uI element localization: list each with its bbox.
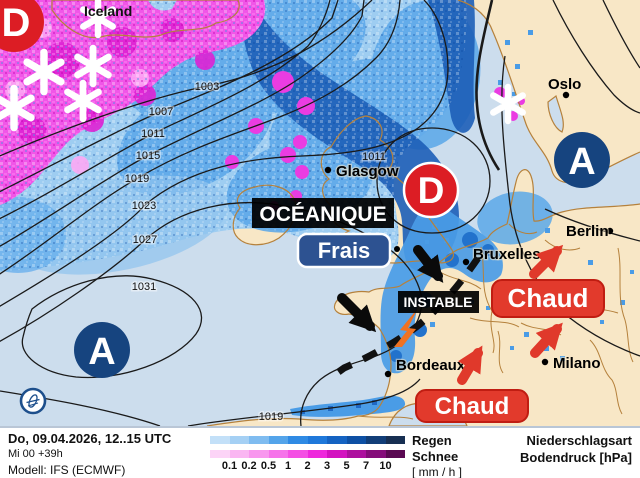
isobar-label: 1007 bbox=[149, 106, 173, 118]
annotation-oceanique: OCÉANIQUE bbox=[252, 198, 394, 228]
city-dot bbox=[541, 358, 549, 366]
low-pressure-letter: D bbox=[2, 1, 31, 45]
cold-air-arrow bbox=[413, 245, 444, 283]
chaud-box bbox=[415, 389, 529, 423]
valid-time: Do, 09.04.2026, 12..15 UTC bbox=[8, 431, 172, 446]
city-label: Bruxelles bbox=[473, 246, 541, 263]
high-pressure-letter: A bbox=[568, 141, 595, 183]
annotation-chaud-upper: Chaud bbox=[491, 279, 605, 318]
legend-bar: Do, 09.04.2026, 12..15 UTC Mi 00 +39h Mo… bbox=[0, 426, 640, 478]
legend-title-precip-type: Niederschlagsart bbox=[526, 433, 633, 448]
model-name: Modell: IFS (ECMWF) bbox=[8, 463, 126, 477]
isobar-label: 1023 bbox=[132, 200, 156, 212]
legend-title-pressure: Bodendruck [hPa] bbox=[520, 449, 632, 465]
isobars bbox=[0, 0, 640, 427]
low-pressure-circle bbox=[0, 0, 44, 52]
instable-label: INSTABLE bbox=[404, 294, 473, 310]
weather-map: 1003 1007 1011 1015 1019 1023 1027 1031 … bbox=[0, 0, 640, 427]
low-pressure-letter: D bbox=[418, 170, 445, 211]
lightning-icon bbox=[394, 308, 418, 347]
rain-label: Regen bbox=[412, 433, 452, 448]
city-label: Milano bbox=[553, 355, 601, 372]
city-dot bbox=[606, 227, 614, 235]
scale-tick: 0.5 bbox=[260, 460, 277, 472]
isobar-label: 1011 bbox=[362, 151, 386, 163]
scale-tick: 7 bbox=[362, 460, 370, 472]
city-dot bbox=[384, 370, 392, 378]
isobar-labels: 1003 1007 1011 1015 1019 1023 1027 1031 … bbox=[123, 80, 387, 425]
cities: Oslo Glasgow Berlin Bruxelles Bordeaux M… bbox=[324, 75, 614, 378]
region-label-iceland: Iceland bbox=[84, 3, 132, 19]
unit-label: [ mm / h ] bbox=[412, 464, 463, 478]
legend-type-labels: Regen Schnee [ mm / h ] bbox=[412, 433, 462, 478]
city-label: Oslo bbox=[548, 76, 581, 93]
warm-air-arrow bbox=[457, 345, 483, 385]
annotation-frais: Frais bbox=[296, 232, 392, 269]
isobar-label: 1003 bbox=[195, 81, 219, 93]
frais-box bbox=[296, 232, 392, 269]
brand-logo bbox=[19, 387, 47, 415]
city-dot bbox=[324, 166, 332, 174]
snow-colorbar bbox=[210, 450, 405, 458]
city-bordeaux: Bordeaux bbox=[384, 356, 467, 378]
oceanique-box bbox=[252, 198, 394, 228]
legend-titles: Niederschlagsart Bodendruck [hPa] bbox=[520, 433, 632, 467]
isobar-label: 1015 bbox=[136, 150, 160, 162]
scale-tick: 1 bbox=[284, 460, 292, 472]
airmass-boundary-dashed bbox=[330, 256, 481, 379]
chaud-box bbox=[491, 279, 605, 318]
scale-tick: 0.1 bbox=[221, 460, 238, 472]
warm-air-arrow bbox=[530, 322, 563, 358]
oceanique-label: OCÉANIQUE bbox=[259, 203, 386, 226]
high-center-atlantic: A bbox=[74, 322, 130, 378]
isobar-label: 1011 bbox=[141, 128, 165, 140]
scale-tick: 5 bbox=[343, 460, 350, 472]
isobar-label: 1019 bbox=[259, 411, 283, 423]
high-center-baltic: A bbox=[554, 132, 610, 188]
warm-air-arrow bbox=[529, 244, 564, 279]
low-pressure-circle bbox=[402, 161, 460, 219]
cold-advection-arrows bbox=[337, 245, 444, 333]
city-glasgow: Glasgow bbox=[324, 162, 400, 181]
legend-model-info: Do, 09.04.2026, 12..15 UTC Mi 00 +39h Mo… bbox=[8, 431, 171, 478]
isobar-label: 1031 bbox=[132, 281, 156, 293]
isobar-label: 1027 bbox=[133, 234, 157, 246]
legend-colorbars: 0.1 0.2 0.5 1 2 3 5 7 10 bbox=[210, 436, 405, 473]
scale-tick: 2 bbox=[304, 460, 311, 472]
high-pressure-circle bbox=[554, 132, 610, 188]
city-label: Glasgow bbox=[336, 163, 399, 180]
chaud-label: Chaud bbox=[508, 283, 589, 313]
annotation-chaud-lower: Chaud bbox=[415, 389, 529, 423]
city-milano: Milano bbox=[541, 354, 602, 373]
frais-label: Frais bbox=[318, 238, 371, 263]
city-berlin: Berlin bbox=[565, 222, 614, 241]
city-bruxelles: Bruxelles bbox=[462, 245, 542, 266]
low-center-northwest: D bbox=[0, 0, 44, 52]
instable-box bbox=[398, 291, 479, 313]
high-pressure-circle bbox=[74, 322, 130, 378]
scale-ticks: 0.1 0.2 0.5 1 2 3 5 7 10 bbox=[210, 460, 405, 473]
city-oslo: Oslo bbox=[547, 75, 583, 99]
scale-tick: 3 bbox=[323, 460, 331, 472]
country-borders bbox=[357, 223, 634, 420]
snow-label: Schnee bbox=[412, 448, 459, 464]
scale-tick: 10 bbox=[379, 460, 392, 472]
high-pressure-letter: A bbox=[88, 331, 115, 373]
pressure-centers: D D A A bbox=[0, 0, 610, 378]
warm-advection-arrows bbox=[457, 244, 564, 385]
annotation-instable: INSTABLE bbox=[398, 291, 479, 313]
isobar-label: 1019 bbox=[125, 173, 149, 185]
chaud-label: Chaud bbox=[435, 393, 510, 420]
cold-air-arrow bbox=[337, 293, 377, 333]
city-label: Bordeaux bbox=[396, 357, 466, 374]
city-dot bbox=[394, 246, 400, 252]
scale-tick: 0.2 bbox=[241, 460, 257, 472]
city-dot bbox=[462, 258, 470, 266]
rain-colorbar bbox=[210, 436, 405, 444]
model-run: Mi 00 +39h bbox=[8, 448, 63, 461]
city-label: Berlin bbox=[566, 223, 609, 240]
low-center-northsea: D bbox=[402, 161, 460, 219]
city-dot bbox=[562, 91, 570, 99]
